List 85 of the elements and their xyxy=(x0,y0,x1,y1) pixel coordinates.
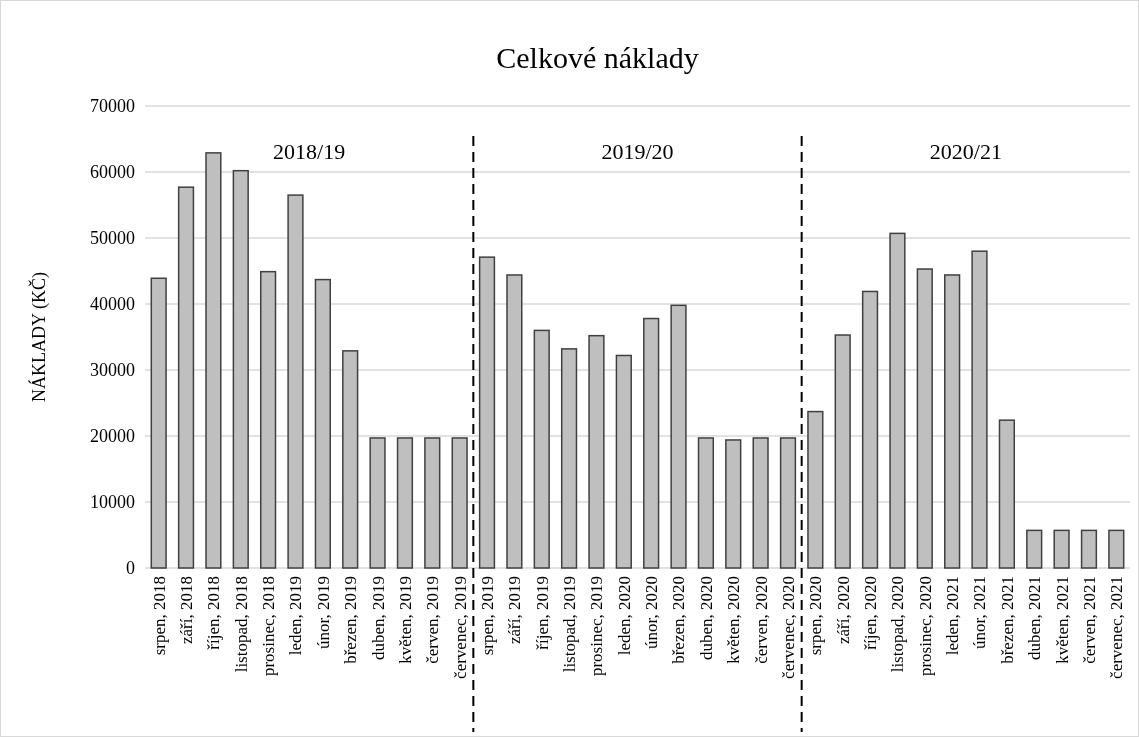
x-tick-label: listopad, 2019 xyxy=(560,576,580,673)
x-tick-label: červen, 2020 xyxy=(751,576,771,664)
x-tick-label: květen, 2019 xyxy=(395,576,415,664)
y-tick-label: 40000 xyxy=(90,294,135,315)
x-tick-label: březen, 2020 xyxy=(669,576,689,664)
bar xyxy=(916,268,933,569)
bar xyxy=(205,152,222,569)
x-tick-label: prosinec, 2019 xyxy=(587,576,607,677)
bar xyxy=(998,419,1016,569)
x-tick-label: leden, 2020 xyxy=(614,576,634,656)
x-tick-label: listopad, 2020 xyxy=(888,576,908,673)
y-tick-label: 50000 xyxy=(90,228,135,249)
annotation: 2020/21 xyxy=(929,139,1002,165)
y-tick-label: 20000 xyxy=(90,426,135,447)
bar xyxy=(1026,529,1043,569)
bar xyxy=(834,334,851,569)
x-tick-label: září, 2020 xyxy=(833,576,853,644)
y-tick-label: 30000 xyxy=(90,360,135,381)
bar xyxy=(314,278,331,569)
y-tick-label: 60000 xyxy=(90,162,135,183)
x-tick-label: duben, 2019 xyxy=(368,576,388,661)
x-tick-label: květen, 2020 xyxy=(724,576,744,664)
x-tick-label: říjen, 2020 xyxy=(861,576,881,650)
x-tick-label: květen, 2021 xyxy=(1052,576,1072,664)
bar xyxy=(506,274,523,569)
x-tick-label: červenec, 2019 xyxy=(450,576,470,679)
x-tick-label: září, 2019 xyxy=(505,576,525,644)
x-tick-label: prosinec, 2018 xyxy=(259,576,279,677)
bar xyxy=(670,304,687,569)
bar xyxy=(177,186,195,569)
annotation: 2018/19 xyxy=(273,139,346,165)
bar xyxy=(232,169,249,569)
x-tick-label: únor, 2019 xyxy=(313,576,333,649)
bar xyxy=(342,350,359,569)
bar xyxy=(944,274,961,569)
bar xyxy=(259,270,277,569)
bar xyxy=(1108,529,1125,569)
x-tick-label: duben, 2021 xyxy=(1025,576,1045,661)
x-tick-label: leden, 2021 xyxy=(943,576,963,656)
bar xyxy=(889,232,906,569)
x-tick-label: únor, 2021 xyxy=(970,576,990,649)
bar xyxy=(369,437,386,569)
x-tick-label: srpen, 2019 xyxy=(477,576,497,656)
annotation: 2019/20 xyxy=(601,139,674,165)
bar xyxy=(807,410,824,569)
x-tick-label: červenec, 2021 xyxy=(1107,576,1127,679)
bar xyxy=(1053,529,1070,569)
x-tick-label: duben, 2020 xyxy=(696,576,716,661)
x-tick-label: srpen, 2018 xyxy=(149,576,169,656)
x-tick-label: červen, 2019 xyxy=(423,576,443,664)
bar xyxy=(478,256,496,569)
x-tick-label: červenec, 2020 xyxy=(778,576,798,679)
bar xyxy=(779,437,797,569)
x-tick-label: únor, 2020 xyxy=(642,576,662,649)
x-tick-label: leden, 2019 xyxy=(286,576,306,656)
x-tick-label: listopad, 2018 xyxy=(231,576,251,673)
bar xyxy=(150,277,167,569)
bar xyxy=(451,437,468,569)
y-tick-label: 0 xyxy=(126,558,135,579)
bar xyxy=(697,437,715,569)
bar xyxy=(971,250,988,569)
x-tick-label: srpen, 2020 xyxy=(806,576,826,656)
bar xyxy=(396,437,414,569)
bar xyxy=(533,329,550,569)
bar xyxy=(287,194,304,569)
bar xyxy=(752,437,769,569)
x-tick-label: říjen, 2018 xyxy=(204,576,224,650)
x-tick-label: září, 2018 xyxy=(176,576,196,644)
bar xyxy=(560,348,578,569)
bar xyxy=(615,354,632,569)
x-tick-label: prosinec, 2020 xyxy=(915,576,935,677)
bar xyxy=(588,334,605,569)
x-tick-label: říjen, 2019 xyxy=(532,576,552,650)
bar xyxy=(643,317,660,569)
bar xyxy=(725,439,742,569)
x-tick-label: březen, 2021 xyxy=(997,576,1017,664)
bar xyxy=(1080,529,1098,569)
y-axis-title: NÁKLADY (KČ) xyxy=(28,272,50,402)
x-tick-label: březen, 2019 xyxy=(341,576,361,664)
bar xyxy=(424,437,441,569)
x-tick-label: červen, 2021 xyxy=(1079,576,1099,664)
chart-title: Celkové náklady xyxy=(496,41,699,74)
y-tick-label: 10000 xyxy=(90,492,135,513)
bar xyxy=(861,290,879,569)
y-tick-label: 70000 xyxy=(90,96,135,117)
